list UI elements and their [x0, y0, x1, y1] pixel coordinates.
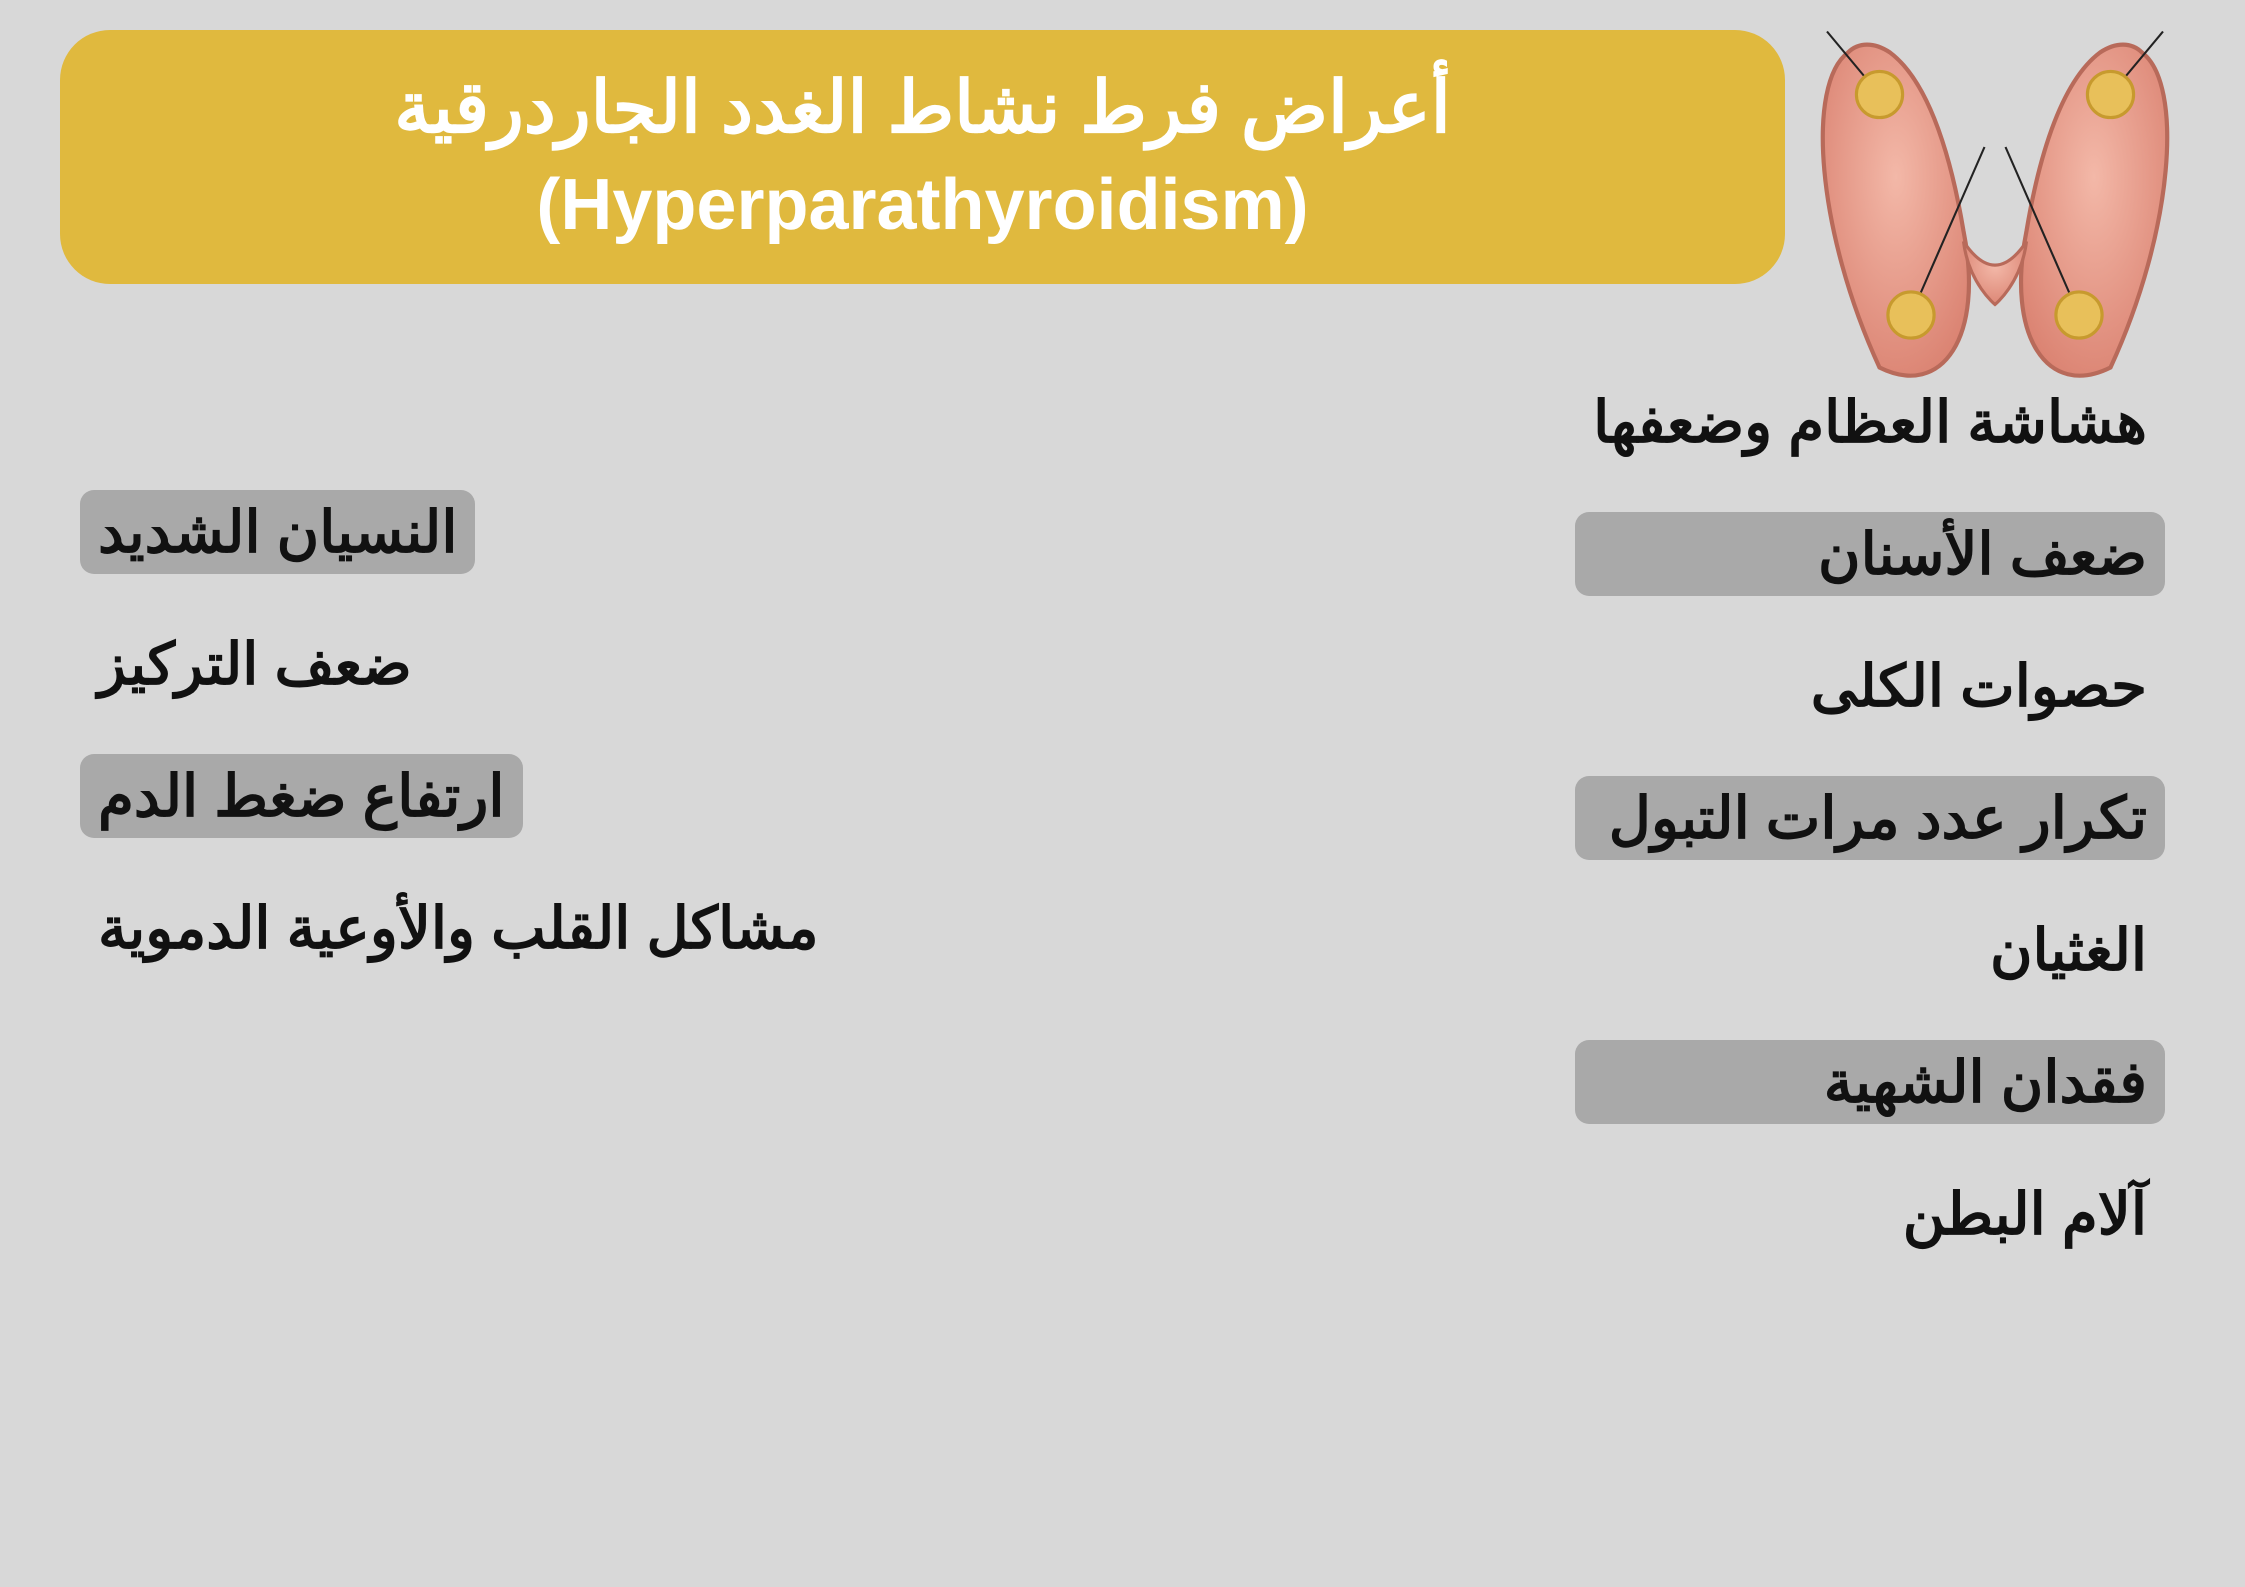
- thyroid-icon: [1785, 20, 2205, 400]
- parathyroid-node-1: [2087, 71, 2133, 117]
- right-item-1: ضعف الأسنان: [1575, 512, 2165, 596]
- left-item-2: ارتفاع ضغط الدم: [80, 754, 523, 838]
- title-line-1: أعراض فرط نشاط الغدد الجاردرقية: [100, 60, 1745, 157]
- left-item-3: مشاكل القلب والأوعية الدموية: [80, 886, 837, 970]
- parathyroid-node-2: [1888, 292, 1934, 338]
- title-line-2: (Hyperparathyroidism): [100, 157, 1745, 254]
- right-item-6: آلام البطن: [1575, 1172, 2165, 1256]
- left-column: النسيان الشديد ضعف التركيز ارتفاع ضغط الدم…: [80, 490, 837, 1547]
- parathyroid-node-3: [2056, 292, 2102, 338]
- right-item-2: حصوات الكلى: [1575, 644, 2165, 728]
- parathyroid-node-0: [1856, 71, 1902, 117]
- thyroid-illustration: [1785, 20, 2205, 400]
- right-item-5: فقدان الشهية: [1575, 1040, 2165, 1124]
- symptoms-columns: هشاشة العظام وضعفها ضعف الأسنان حصوات الكل…: [80, 380, 2165, 1547]
- left-item-0: النسيان الشديد: [80, 490, 475, 574]
- right-item-4: الغثيان: [1575, 908, 2165, 992]
- right-item-3: تكرار عدد مرات التبول: [1575, 776, 2165, 860]
- right-column: هشاشة العظام وضعفها ضعف الأسنان حصوات الكل…: [1575, 380, 2165, 1547]
- right-item-0: هشاشة العظام وضعفها: [1575, 380, 2165, 464]
- title-banner: أعراض فرط نشاط الغدد الجاردرقية (Hyperpa…: [60, 30, 1785, 284]
- left-item-1: ضعف التركيز: [80, 622, 430, 706]
